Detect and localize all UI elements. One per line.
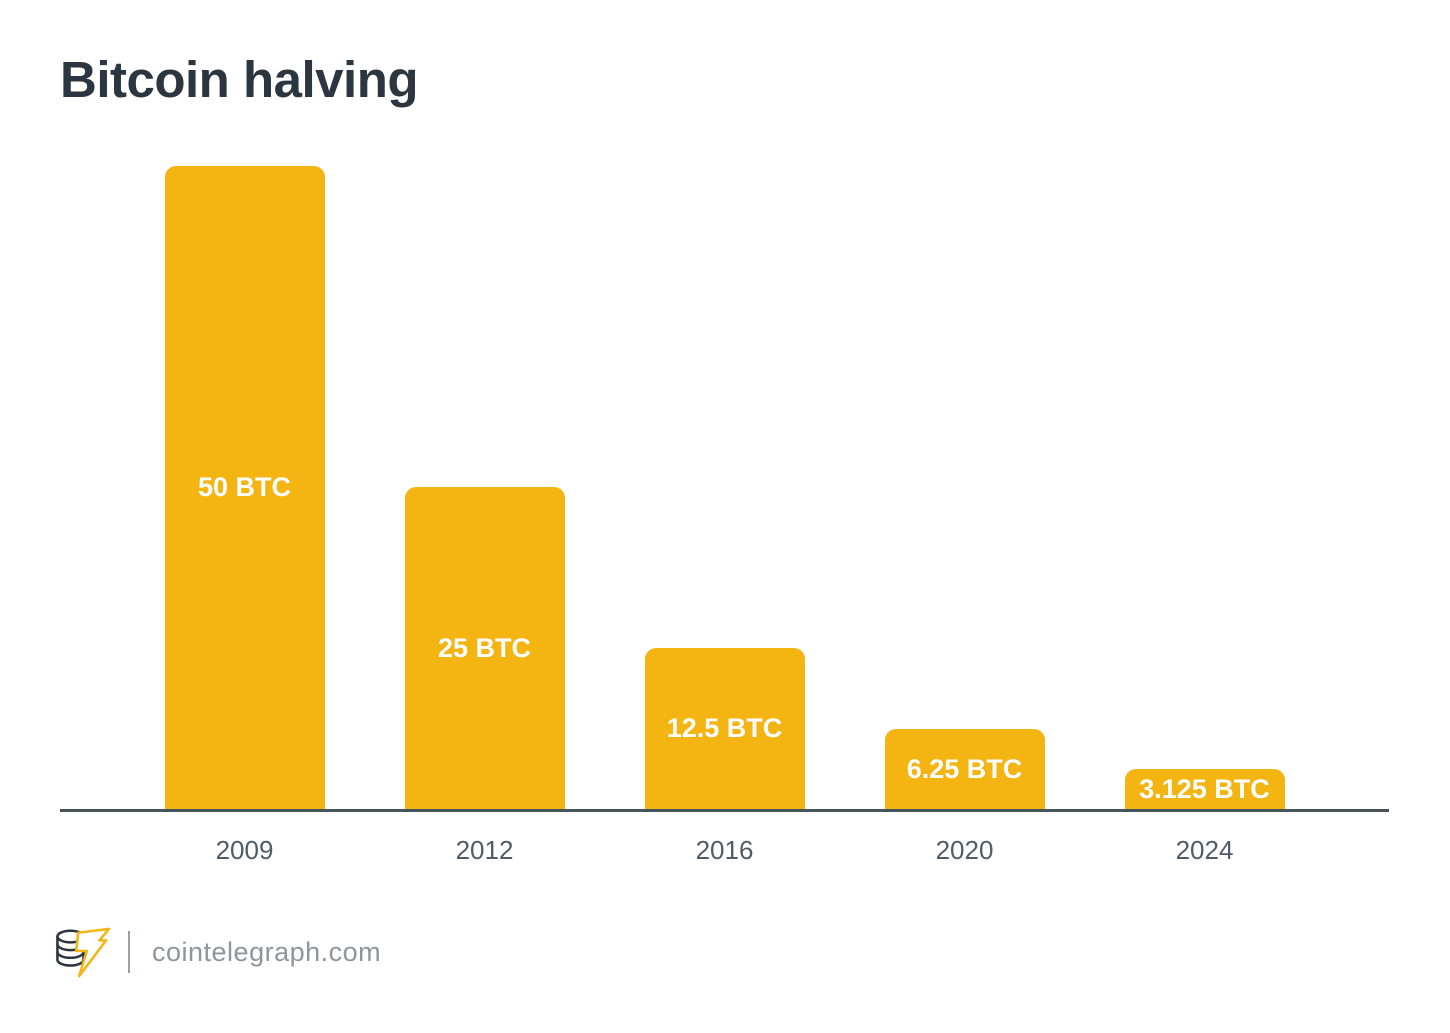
bar-value-label: 50 BTC xyxy=(197,472,292,502)
chart-bar-2016: 12.5 BTC xyxy=(644,648,805,809)
cointelegraph-logo-icon xyxy=(56,927,111,978)
site-label: cointelegraph.com xyxy=(152,936,382,967)
x-tick-label-2024: 2024 xyxy=(1175,835,1234,865)
chart-bar-2020: 6.25 BTC xyxy=(884,729,1045,809)
chart-bar-2009: 50 BTC xyxy=(164,166,325,809)
x-axis-line xyxy=(60,809,1389,812)
bar-value-label: 6.25 BTC xyxy=(906,753,1023,784)
page-title: Bitcoin halving xyxy=(60,51,419,108)
bar-value-label: 25 BTC xyxy=(437,632,532,663)
footer-divider xyxy=(128,931,130,973)
bar-value-label: 12.5 BTC xyxy=(666,713,783,743)
chart-bar-2012: 25 BTC xyxy=(404,487,565,809)
bar-value-label: 3.125 BTC xyxy=(1139,773,1270,804)
footer: cointelegraph.com xyxy=(54,924,381,980)
x-tick-label-2012: 2012 xyxy=(455,835,514,865)
x-tick-label-2020: 2020 xyxy=(935,835,994,865)
chart-bar-2024: 3.125 BTC xyxy=(1124,769,1285,809)
x-tick-label-2016: 2016 xyxy=(695,835,754,865)
x-tick-label-2009: 2009 xyxy=(215,835,274,865)
lightning-bolt-icon xyxy=(74,927,111,978)
